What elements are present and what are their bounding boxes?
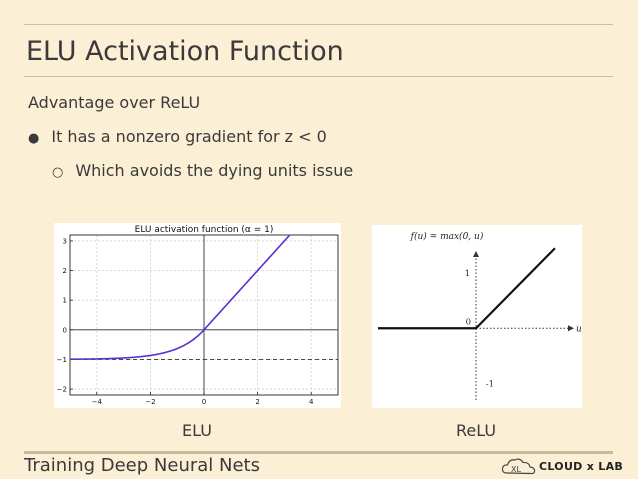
relu-tick-label: 1: [465, 269, 470, 279]
elu-x-tick-label: −4: [92, 398, 103, 406]
svg-text:XL: XL: [511, 465, 521, 474]
relu-x-axis-arrow: [568, 325, 574, 332]
relu-caption: ReLU: [456, 421, 497, 440]
elu-chart-title: ELU activation function (α = 1): [135, 225, 274, 235]
footer-title: Training Deep Neural Nets: [24, 455, 260, 476]
slide-title: ELU Activation Function: [26, 36, 344, 67]
relu-x-axis-label: u: [576, 324, 582, 334]
elu-y-tick-label: 1: [63, 297, 67, 305]
slide-subtitle: Advantage over ReLU: [28, 93, 201, 112]
logo-text: CLOUD x LAB: [539, 460, 624, 473]
elu-chart-figure: ELU activation function (α = 1) −4 −2 0 2 4 −…: [54, 223, 341, 408]
relu-series-line: [378, 247, 556, 330]
elu-y-tick-label: −1: [57, 356, 67, 364]
relu-chart: f(u) = max(0, u) 1 0 -1 u: [378, 231, 582, 400]
footer-rule: [24, 451, 613, 454]
relu-tick-label: -1: [486, 379, 494, 389]
hollow-bullet-icon: ○: [52, 165, 64, 180]
elu-y-tick-label: 2: [63, 267, 67, 275]
elu-caption: ELU: [182, 421, 212, 440]
elu-x-tick-label: 0: [202, 398, 206, 406]
elu-y-tick-label: 3: [63, 237, 67, 245]
top-rule: [24, 24, 613, 25]
sub-bullet-item: ○ Which avoids the dying units issue: [52, 161, 353, 180]
relu-tick-label: 0: [466, 317, 471, 327]
bullet-item: ● It has a nonzero gradient for z < 0: [28, 127, 327, 146]
sub-bullet-text: Which avoids the dying units issue: [75, 161, 354, 180]
elu-y-tick-label: 0: [63, 326, 67, 334]
title-rule: [24, 76, 613, 77]
cloudxlab-logo: XL CLOUD x LAB: [501, 456, 623, 478]
relu-chart-title: f(u) = max(0, u): [410, 231, 484, 242]
elu-chart: ELU activation function (α = 1) −4 −2 0 2 4 −…: [57, 225, 339, 406]
bullet-text: It has a nonzero gradient for z < 0: [51, 127, 327, 146]
cloud-icon: XL: [501, 458, 536, 475]
elu-x-tick-label: 4: [309, 398, 314, 406]
filled-bullet-icon: ●: [28, 131, 40, 146]
elu-series-line: [70, 234, 291, 361]
relu-chart-figure: f(u) = max(0, u) 1 0 -1 u: [372, 225, 582, 408]
elu-x-tick-label: −2: [145, 398, 155, 406]
elu-y-tick-label: −2: [57, 386, 67, 394]
relu-y-axis-arrow: [473, 251, 479, 257]
elu-x-tick-label: 2: [255, 398, 259, 406]
